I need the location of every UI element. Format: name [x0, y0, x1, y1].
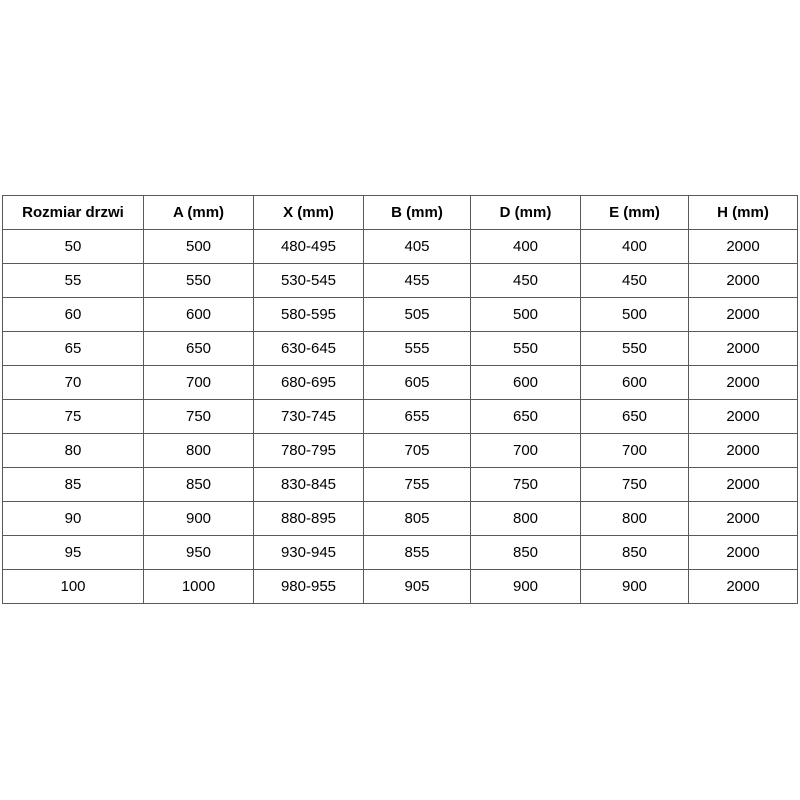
- cell-e: 450: [580, 263, 689, 298]
- door-size-spec-table: Rozmiar drzwi A (mm) X (mm) B (mm) D (mm…: [2, 195, 798, 604]
- cell-x: 930-945: [253, 535, 364, 570]
- cell-b: 655: [363, 399, 471, 434]
- cell-d: 900: [470, 569, 581, 604]
- cell-b: 505: [363, 297, 471, 332]
- cell-b: 755: [363, 467, 471, 502]
- cell-h: 2000: [688, 297, 798, 332]
- cell-size: 75: [2, 399, 144, 434]
- cell-e: 850: [580, 535, 689, 570]
- cell-a: 800: [143, 433, 254, 468]
- cell-x: 530-545: [253, 263, 364, 298]
- header-row: Rozmiar drzwi A (mm) X (mm) B (mm) D (mm…: [2, 195, 798, 230]
- cell-size: 85: [2, 467, 144, 502]
- cell-e: 750: [580, 467, 689, 502]
- cell-a: 500: [143, 229, 254, 264]
- cell-x: 780-795: [253, 433, 364, 468]
- cell-e: 800: [580, 501, 689, 536]
- cell-a: 550: [143, 263, 254, 298]
- cell-h: 2000: [688, 331, 798, 366]
- cell-e: 900: [580, 569, 689, 604]
- cell-b: 905: [363, 569, 471, 604]
- table-row: 70 700 680-695 605 600 600 2000: [2, 365, 798, 400]
- cell-size: 55: [2, 263, 144, 298]
- cell-a: 900: [143, 501, 254, 536]
- cell-e: 600: [580, 365, 689, 400]
- table-row: 75 750 730-745 655 650 650 2000: [2, 399, 798, 434]
- table-row: 95 950 930-945 855 850 850 2000: [2, 535, 798, 570]
- col-header-b-mm: B (mm): [363, 195, 471, 230]
- col-header-d-mm: D (mm): [470, 195, 581, 230]
- table-row: 90 900 880-895 805 800 800 2000: [2, 501, 798, 536]
- cell-d: 650: [470, 399, 581, 434]
- cell-d: 700: [470, 433, 581, 468]
- cell-a: 650: [143, 331, 254, 366]
- cell-b: 555: [363, 331, 471, 366]
- table-row: 80 800 780-795 705 700 700 2000: [2, 433, 798, 468]
- col-header-e-mm: E (mm): [580, 195, 689, 230]
- cell-size: 100: [2, 569, 144, 604]
- cell-b: 855: [363, 535, 471, 570]
- table-row: 60 600 580-595 505 500 500 2000: [2, 297, 798, 332]
- col-header-rozmiar-drzwi: Rozmiar drzwi: [2, 195, 144, 230]
- cell-h: 2000: [688, 501, 798, 536]
- cell-e: 550: [580, 331, 689, 366]
- cell-b: 455: [363, 263, 471, 298]
- table-row: 55 550 530-545 455 450 450 2000: [2, 263, 798, 298]
- table-row: 50 500 480-495 405 400 400 2000: [2, 229, 798, 264]
- cell-d: 600: [470, 365, 581, 400]
- cell-x: 630-645: [253, 331, 364, 366]
- table-row: 85 850 830-845 755 750 750 2000: [2, 467, 798, 502]
- cell-a: 850: [143, 467, 254, 502]
- cell-a: 700: [143, 365, 254, 400]
- cell-size: 90: [2, 501, 144, 536]
- cell-d: 550: [470, 331, 581, 366]
- cell-a: 1000: [143, 569, 254, 604]
- cell-d: 750: [470, 467, 581, 502]
- cell-d: 800: [470, 501, 581, 536]
- cell-a: 600: [143, 297, 254, 332]
- cell-h: 2000: [688, 433, 798, 468]
- cell-e: 400: [580, 229, 689, 264]
- cell-size: 60: [2, 297, 144, 332]
- cell-x: 830-845: [253, 467, 364, 502]
- cell-x: 880-895: [253, 501, 364, 536]
- col-header-a-mm: A (mm): [143, 195, 254, 230]
- cell-b: 405: [363, 229, 471, 264]
- cell-h: 2000: [688, 535, 798, 570]
- cell-size: 50: [2, 229, 144, 264]
- cell-x: 680-695: [253, 365, 364, 400]
- col-header-h-mm: H (mm): [688, 195, 798, 230]
- cell-x: 480-495: [253, 229, 364, 264]
- cell-d: 400: [470, 229, 581, 264]
- cell-e: 700: [580, 433, 689, 468]
- cell-b: 705: [363, 433, 471, 468]
- cell-x: 980-955: [253, 569, 364, 604]
- cell-size: 65: [2, 331, 144, 366]
- cell-d: 450: [470, 263, 581, 298]
- cell-h: 2000: [688, 229, 798, 264]
- cell-b: 605: [363, 365, 471, 400]
- cell-h: 2000: [688, 365, 798, 400]
- cell-d: 500: [470, 297, 581, 332]
- cell-d: 850: [470, 535, 581, 570]
- cell-e: 650: [580, 399, 689, 434]
- cell-h: 2000: [688, 569, 798, 604]
- cell-size: 70: [2, 365, 144, 400]
- cell-a: 950: [143, 535, 254, 570]
- table-row: 100 1000 980-955 905 900 900 2000: [2, 569, 798, 604]
- cell-e: 500: [580, 297, 689, 332]
- cell-x: 730-745: [253, 399, 364, 434]
- cell-size: 95: [2, 535, 144, 570]
- cell-a: 750: [143, 399, 254, 434]
- cell-b: 805: [363, 501, 471, 536]
- table-row: 65 650 630-645 555 550 550 2000: [2, 331, 798, 366]
- cell-x: 580-595: [253, 297, 364, 332]
- cell-size: 80: [2, 433, 144, 468]
- cell-h: 2000: [688, 263, 798, 298]
- cell-h: 2000: [688, 467, 798, 502]
- col-header-x-mm: X (mm): [253, 195, 364, 230]
- cell-h: 2000: [688, 399, 798, 434]
